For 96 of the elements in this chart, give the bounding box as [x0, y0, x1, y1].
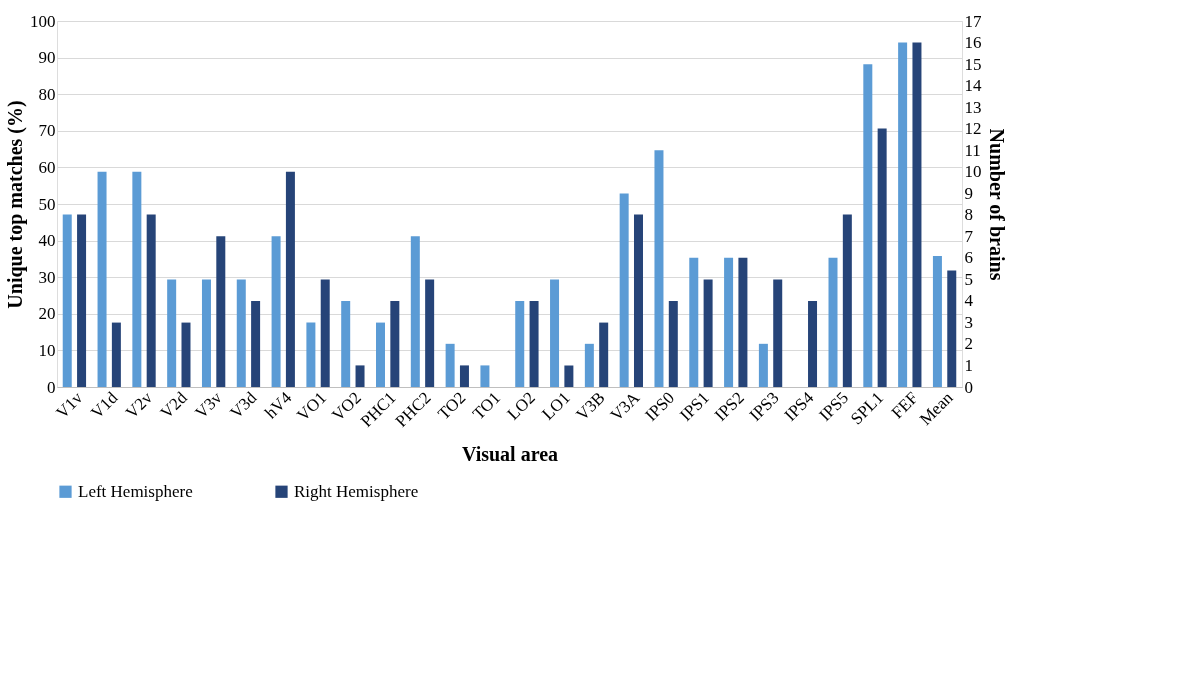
y2-tick-label: 4	[964, 291, 974, 311]
bar	[619, 193, 629, 387]
bar	[564, 365, 574, 387]
bar	[97, 171, 107, 387]
y2-tick-label: 0	[964, 377, 973, 397]
bar	[689, 257, 699, 387]
x-tick-label: TO1	[468, 388, 505, 424]
bar	[320, 279, 330, 387]
y2-tick-label: 13	[964, 97, 982, 117]
y2-tick-label: 6	[964, 248, 973, 268]
x-tick-label: VO1	[293, 388, 331, 425]
bar	[863, 64, 873, 387]
y-tick-label: 100	[30, 11, 56, 31]
x-tick-label: LO1	[538, 388, 574, 424]
bar	[912, 42, 922, 387]
bar	[201, 279, 211, 387]
bar	[445, 343, 455, 387]
bar	[62, 214, 72, 387]
bar	[599, 322, 609, 387]
x-tick-label: V3A	[606, 387, 644, 425]
bar	[167, 279, 177, 387]
bar	[306, 322, 316, 387]
bar	[376, 322, 386, 387]
x-tick-label: V2v	[121, 387, 157, 423]
bar	[480, 365, 490, 387]
bar	[947, 270, 957, 387]
bar	[390, 300, 400, 387]
y2-tick-label: 12	[964, 119, 982, 139]
bar	[724, 257, 734, 387]
bar	[236, 279, 246, 387]
bar	[584, 343, 594, 387]
y-tick-label: 10	[38, 340, 56, 360]
x-axis-title: Visual area	[461, 443, 559, 466]
y-tick-label: 60	[38, 157, 56, 177]
x-tick-label: V1d	[87, 387, 122, 423]
y-tick-label: 0	[47, 377, 56, 397]
bar	[251, 300, 261, 387]
bar	[550, 279, 560, 387]
bar	[877, 128, 887, 387]
y2-tick-label: 5	[964, 269, 973, 289]
bar	[633, 214, 643, 387]
bar	[146, 214, 156, 387]
legend-label: Left Hemisphere	[78, 481, 193, 501]
x-tick-label: V3v	[191, 387, 227, 423]
bar	[515, 300, 525, 387]
bar	[758, 343, 768, 387]
y-tick-label: 50	[38, 194, 56, 214]
x-tick-label: V3B	[572, 388, 609, 425]
bar	[181, 322, 191, 387]
bar	[898, 42, 908, 387]
bar	[216, 236, 226, 387]
y-tick-label: 70	[38, 121, 56, 141]
y2-axis-title: Number of brains	[985, 128, 1008, 281]
y2-tick-label: 3	[964, 312, 973, 332]
y2-tick-label: 1	[964, 355, 973, 375]
bar	[654, 150, 664, 387]
bar	[738, 257, 748, 387]
bar	[842, 214, 852, 387]
y2-tick-label: 8	[964, 205, 973, 225]
y-tick-label: 90	[38, 48, 56, 68]
x-tick-label: TO2	[434, 388, 470, 424]
y2-tick-label: 16	[964, 33, 982, 53]
bar	[271, 236, 281, 387]
bar	[668, 300, 678, 387]
legend-label: Right Hemisphere	[294, 481, 419, 501]
y2-tick-label: 7	[964, 226, 974, 246]
bar	[425, 279, 435, 387]
bar	[111, 322, 121, 387]
x-tick-label: V2d	[156, 387, 192, 423]
bar	[529, 300, 539, 387]
y2-tick-label: 9	[964, 183, 973, 203]
bar	[808, 300, 818, 387]
y2-tick-label: 14	[964, 76, 982, 96]
bar	[132, 171, 142, 387]
bar	[285, 171, 295, 387]
bar	[341, 300, 351, 387]
y2-tick-label: 10	[964, 162, 982, 182]
bar	[410, 236, 420, 387]
y-tick-label: 40	[38, 231, 56, 251]
x-tick-label: hV4	[261, 387, 296, 423]
y-axis-title: Unique top matches (%)	[4, 100, 27, 309]
bar	[77, 214, 87, 387]
y-tick-label: 20	[38, 304, 56, 324]
bar	[932, 255, 942, 387]
y2-tick-label: 15	[964, 54, 982, 74]
x-tick-label: V3d	[226, 387, 261, 423]
bar	[459, 365, 469, 387]
y2-tick-label: 11	[964, 140, 981, 160]
y-tick-label: 80	[38, 84, 56, 104]
y2-tick-label: 17	[964, 11, 982, 31]
bar	[773, 279, 783, 387]
y2-tick-label: 2	[964, 334, 973, 354]
y-tick-label: 30	[38, 267, 56, 287]
bar	[703, 279, 713, 387]
bar	[355, 365, 365, 387]
bar	[828, 257, 838, 387]
